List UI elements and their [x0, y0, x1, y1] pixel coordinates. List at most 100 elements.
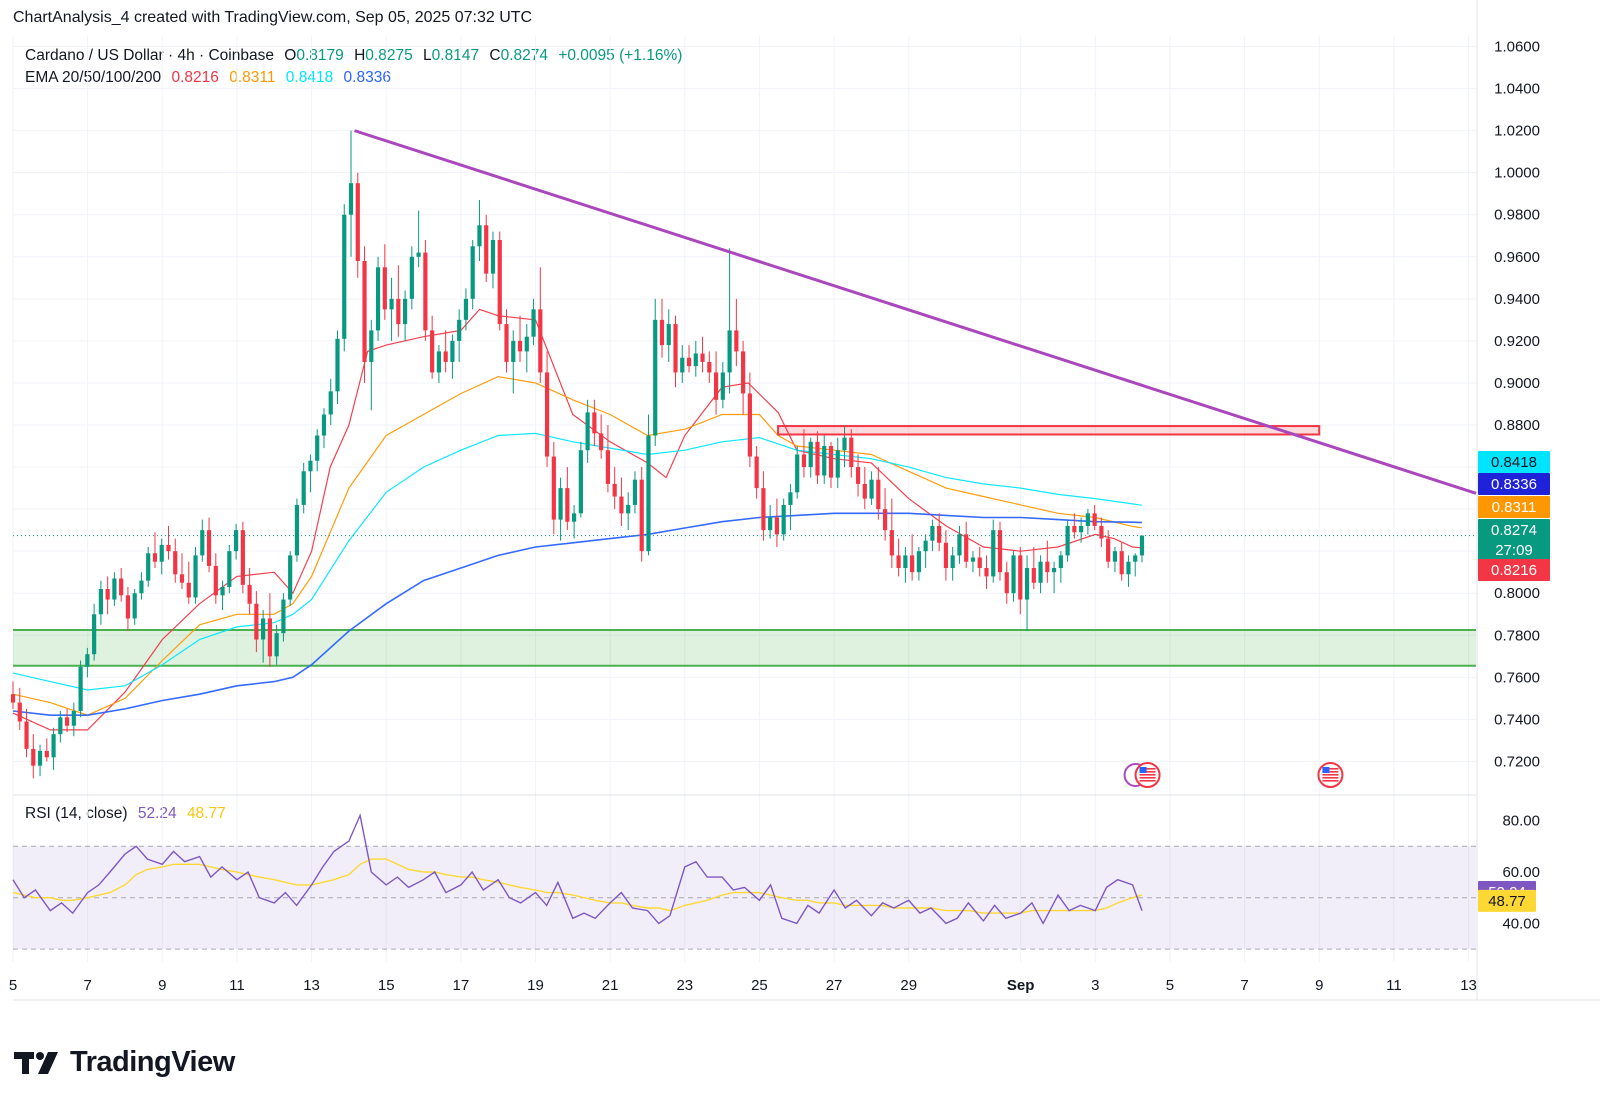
candle-body — [24, 721, 29, 749]
candle — [639, 467, 644, 562]
price-tick-label: 0.9600 — [1494, 249, 1540, 266]
candle — [450, 334, 455, 379]
candle-body — [267, 618, 272, 657]
candle — [342, 204, 347, 352]
candle-body — [78, 666, 83, 711]
time-tick-label: 9 — [1315, 977, 1323, 994]
candle — [139, 572, 144, 600]
candle-body — [173, 551, 178, 575]
candle-body — [707, 361, 712, 373]
candle-body — [105, 589, 110, 600]
candle — [504, 309, 509, 373]
price-tick-label: 0.9400 — [1494, 291, 1540, 308]
tradingview-logo[interactable]: TradingView — [14, 1046, 235, 1079]
price-badge-text: 0.8216 — [1491, 562, 1537, 579]
candle — [186, 561, 191, 604]
price-tick-label: 0.9200 — [1494, 333, 1540, 350]
candle-body — [991, 530, 996, 577]
price-badge-bg — [1478, 473, 1550, 495]
candle-body — [659, 319, 665, 346]
us-flag-icon[interactable] — [1317, 762, 1344, 788]
candle-body — [166, 544, 171, 552]
candle-body — [1018, 555, 1023, 600]
candle-body — [950, 555, 955, 569]
descending-trendline[interactable] — [354, 129, 1477, 495]
candle-body — [808, 441, 813, 468]
candle — [105, 576, 110, 615]
candle-body — [10, 694, 16, 703]
candle-body — [1038, 561, 1043, 583]
time-tick-label: 19 — [527, 977, 544, 994]
candle — [409, 246, 414, 310]
us-flag-icon[interactable] — [1134, 762, 1161, 788]
candle-body — [754, 456, 759, 489]
candle-body — [693, 353, 698, 367]
price-badge-text: 0.8311 — [1492, 499, 1537, 516]
candle — [227, 544, 232, 594]
candle — [294, 498, 300, 562]
high-label: H — [354, 47, 366, 64]
resistance-zone[interactable] — [777, 425, 1321, 436]
candle — [436, 345, 441, 383]
candle — [396, 265, 401, 337]
candle — [423, 239, 428, 341]
candle — [247, 568, 252, 615]
rsi-badge: 48.77 — [1478, 889, 1536, 912]
candle-body — [193, 555, 198, 598]
candle-body — [855, 467, 861, 484]
ema-legend[interactable]: EMA 20/50/100/200 0.8216 0.8311 0.8418 0… — [25, 69, 391, 87]
candle — [734, 298, 739, 367]
price-tick-label: 0.9800 — [1494, 207, 1540, 224]
candle — [781, 498, 786, 541]
candle-body — [910, 555, 915, 573]
candle-body — [666, 324, 671, 346]
candle-body — [112, 578, 117, 600]
candle — [173, 538, 178, 583]
candle — [484, 214, 489, 283]
change-value: +0.0095 (+1.16%) — [558, 47, 683, 64]
candle-body — [768, 517, 773, 531]
candle-body — [159, 544, 164, 562]
candle-body — [686, 357, 692, 367]
candle-body — [504, 324, 509, 362]
price-badge: 0.8311 — [1478, 496, 1550, 518]
candle — [85, 647, 90, 678]
candle-body — [315, 435, 320, 461]
time-tick-label: Sep — [1007, 977, 1035, 994]
price-badge: 0.8418 — [1478, 451, 1550, 473]
flag-stripe — [1322, 768, 1339, 770]
candle — [1004, 561, 1009, 604]
candle — [1058, 551, 1063, 583]
candle — [92, 603, 97, 661]
price-tick-label: 0.8800 — [1494, 417, 1540, 434]
candle — [281, 593, 286, 642]
candle-body — [882, 509, 888, 531]
candle — [369, 319, 374, 411]
candle — [835, 437, 840, 489]
candle — [348, 130, 354, 257]
candle-body — [524, 336, 529, 352]
candle — [862, 467, 867, 510]
candle — [1119, 542, 1124, 581]
candle-body — [436, 351, 441, 373]
candle-body — [761, 488, 766, 531]
time-tick-label: 11 — [229, 977, 245, 994]
candle — [159, 538, 164, 575]
candle-body — [822, 446, 827, 476]
close-value: 0.8274 — [500, 47, 549, 64]
price-badge-bg — [1478, 451, 1550, 473]
candle — [673, 315, 678, 388]
candle — [430, 315, 435, 379]
candle — [544, 351, 550, 468]
rsi-tick-label: 40.00 — [1502, 915, 1540, 932]
price-tick-label: 0.7400 — [1494, 711, 1540, 728]
candle — [882, 488, 888, 541]
candle-body — [281, 599, 286, 634]
candle-body — [558, 488, 563, 520]
candle — [490, 231, 496, 289]
candle-body — [186, 582, 191, 598]
candle-body — [308, 460, 313, 472]
rsi-legend[interactable]: RSI (14, close) 52.24 48.77 — [25, 805, 226, 823]
ema100-value: 0.8418 — [285, 69, 334, 86]
